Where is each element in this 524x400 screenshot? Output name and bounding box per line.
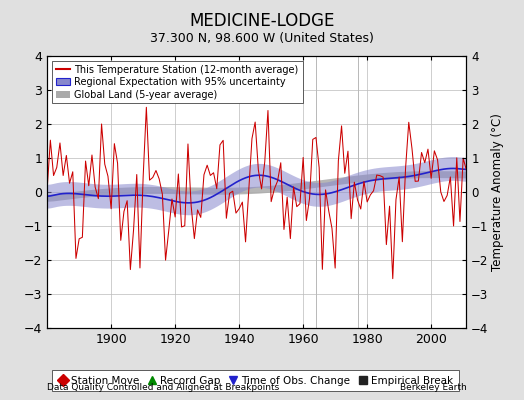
- Legend: Station Move, Record Gap, Time of Obs. Change, Empirical Break: Station Move, Record Gap, Time of Obs. C…: [52, 370, 458, 391]
- Text: Berkeley Earth: Berkeley Earth: [400, 383, 466, 392]
- Y-axis label: Temperature Anomaly (°C): Temperature Anomaly (°C): [492, 113, 505, 271]
- Text: MEDICINE-LODGE: MEDICINE-LODGE: [189, 12, 335, 30]
- Text: 37.300 N, 98.600 W (United States): 37.300 N, 98.600 W (United States): [150, 32, 374, 45]
- Text: Data Quality Controlled and Aligned at Breakpoints: Data Quality Controlled and Aligned at B…: [47, 383, 279, 392]
